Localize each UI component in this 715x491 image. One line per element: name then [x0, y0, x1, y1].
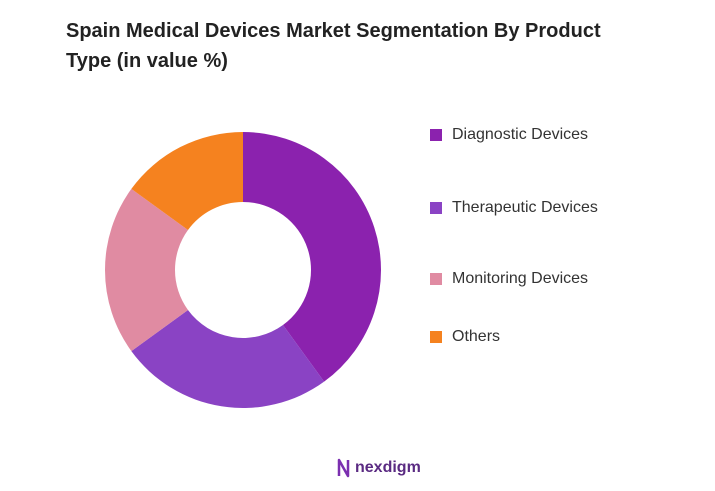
legend-swatch	[430, 202, 442, 214]
brand-name: nexdigm	[355, 459, 421, 476]
legend-label: Monitoring Devices	[452, 270, 588, 287]
legend-swatch	[430, 129, 442, 141]
chart-title: Spain Medical Devices Market Segmentatio…	[66, 20, 601, 72]
donut-slice	[104, 188, 188, 352]
legend-label: Diagnostic Devices	[452, 126, 588, 143]
brand-logo: nexdigm	[337, 458, 421, 478]
legend-swatch	[430, 331, 442, 343]
legend-swatch	[430, 273, 442, 285]
donut-slice	[243, 132, 381, 382]
donut-slice	[131, 309, 325, 409]
legend-label: Therapeutic Devices	[452, 199, 598, 216]
legend-label: Others	[452, 328, 500, 345]
brand-icon	[337, 458, 350, 478]
donut-slice	[131, 132, 243, 231]
